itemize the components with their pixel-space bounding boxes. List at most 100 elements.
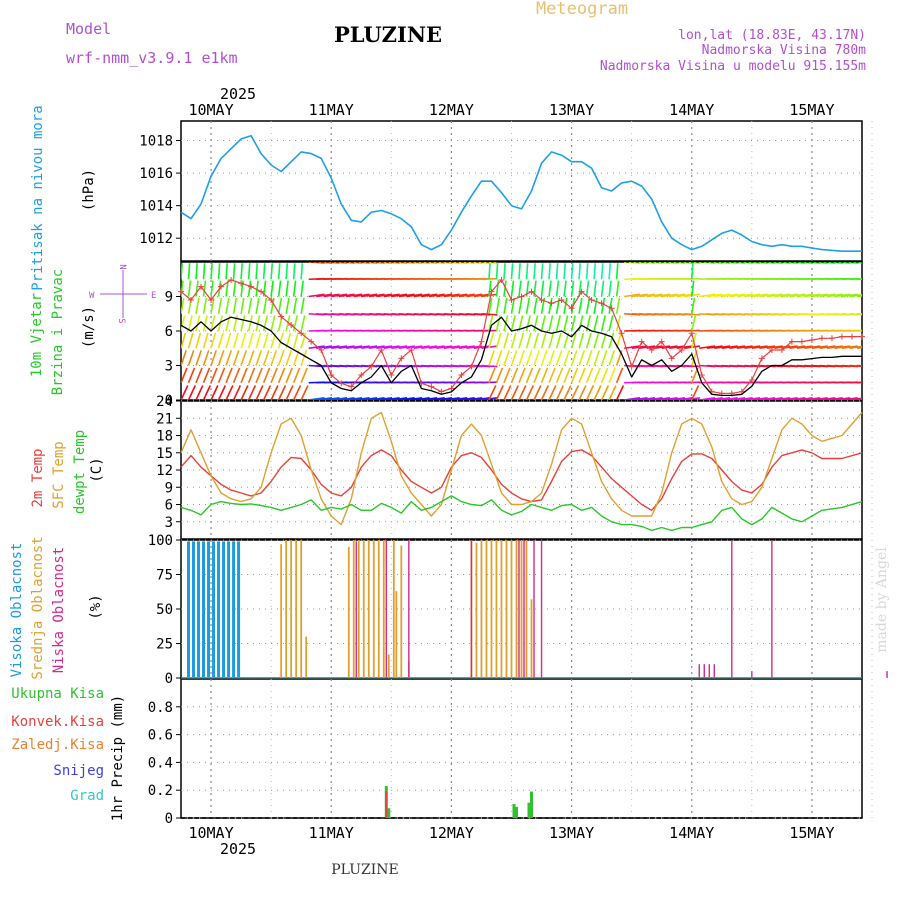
wind-barb [292, 297, 298, 314]
wind-barb [525, 367, 534, 384]
wind-barb [361, 293, 378, 298]
wind-barb [202, 280, 207, 297]
wind-barb [331, 293, 348, 298]
cloud-bar-1 [485, 540, 488, 678]
wind-barb [225, 263, 228, 280]
wind-barb [361, 396, 378, 400]
wind-barb [570, 263, 574, 280]
wind-barb [525, 263, 529, 280]
wind-barb [181, 332, 187, 349]
wind-barb [225, 297, 230, 314]
y-tick-label: 75 [156, 568, 173, 584]
wind-gust-marker [758, 355, 765, 362]
wind-barb [510, 385, 519, 400]
wind-gust-marker [328, 371, 335, 378]
wind-barb [195, 385, 204, 400]
wind-barb [736, 345, 753, 350]
wind-barb [518, 350, 525, 366]
cloud-bar-1 [367, 540, 370, 678]
compass-w: W [89, 291, 95, 301]
wind-barb [187, 315, 193, 332]
wind-barb [654, 396, 671, 400]
y-tick-label: 9 [165, 480, 173, 496]
wind-barb [669, 396, 686, 400]
wind-barb [421, 396, 438, 400]
wind-barb [856, 330, 862, 332]
wind-barb [338, 293, 355, 298]
wind-barb [608, 332, 615, 349]
wind-barb [600, 315, 606, 332]
wind-barb [518, 385, 527, 400]
wind-gust-marker [498, 276, 505, 283]
cloud-bar-1 [290, 540, 293, 678]
wind-barb [217, 367, 226, 384]
wind-barb [300, 385, 309, 400]
wind-barb [796, 396, 813, 400]
wind-barb [376, 293, 393, 298]
wind-barb [202, 367, 211, 384]
wind-barb [225, 367, 233, 384]
pressure-label: Pritisak na nivou mora [30, 105, 46, 290]
wind-gust-marker [518, 293, 525, 300]
wind-barb [443, 345, 460, 350]
wind-barb [270, 297, 275, 314]
wind-gust-marker [258, 288, 265, 295]
cloud-unit: (%) [88, 594, 104, 619]
wind-barb [676, 345, 693, 350]
wind-barb [615, 297, 621, 314]
wind-barb [699, 345, 716, 350]
wind-barb [247, 385, 257, 400]
wind-barb [488, 280, 492, 297]
wind-gust-marker [528, 288, 535, 295]
cloud-bar-2 [533, 540, 535, 678]
wind-barb [187, 385, 196, 400]
wind-barb [585, 297, 591, 314]
wind-barb [451, 396, 468, 400]
wind-barb [744, 293, 761, 298]
compass-n: N [117, 264, 127, 269]
wind-barb [473, 396, 490, 400]
wind-barb [563, 332, 570, 349]
cloud-bar-2 [703, 664, 705, 678]
wind-barb [706, 396, 723, 400]
wind-barb [277, 280, 282, 297]
wind-barb [451, 293, 468, 298]
wind-gust-marker [768, 346, 775, 353]
wind-gust-marker [788, 338, 795, 345]
wind-barb [518, 297, 523, 314]
station-title: PLUZINE [334, 22, 442, 47]
cloud-bar-1 [295, 540, 298, 678]
wind-gust-marker [248, 283, 255, 290]
wind-gust-marker [178, 288, 184, 295]
wind-barb [406, 293, 423, 298]
wind-barb [277, 332, 284, 349]
cloud-bar-2 [385, 540, 388, 678]
wind-barb [578, 332, 585, 349]
wind-barb [706, 345, 723, 350]
wind-barb [308, 396, 325, 400]
wind-barb [555, 315, 561, 332]
wind-barb [292, 367, 301, 384]
wind-barb [232, 385, 242, 400]
wind-barb [255, 263, 259, 280]
precip-bar-0 [527, 802, 531, 818]
wind-barb [525, 350, 533, 366]
wind-barb [240, 332, 247, 349]
wind-barb [615, 385, 625, 400]
wind-barb [593, 263, 597, 280]
cloud-bar-1 [300, 540, 303, 678]
wind-barb [615, 280, 620, 297]
wind-gust-marker [228, 276, 235, 283]
precip-bar-0 [512, 804, 516, 818]
wind-barb [368, 396, 385, 400]
wind-barb [473, 293, 490, 298]
wind-barb [570, 385, 580, 400]
wind-gust-marker [748, 376, 755, 383]
wind-barb [548, 315, 554, 332]
wind-barb [277, 367, 286, 384]
temp-line-0 [180, 449, 863, 511]
wind-barb [503, 385, 512, 400]
cloud-bar-2 [470, 540, 473, 678]
model-label: Model [66, 20, 111, 38]
panel-frame [180, 678, 863, 819]
